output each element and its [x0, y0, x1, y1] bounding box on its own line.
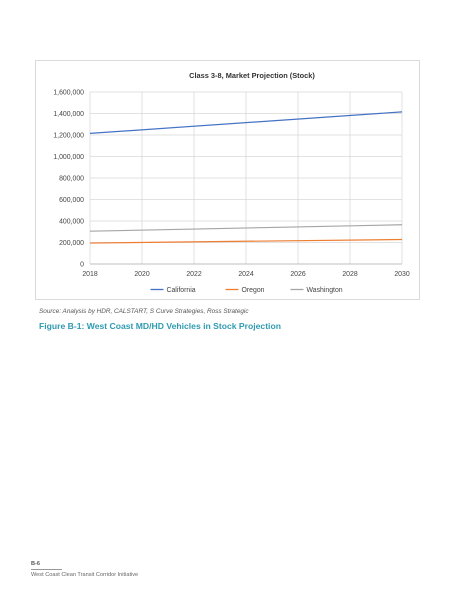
footer-divider [31, 569, 62, 570]
series-line-oregon [89, 238, 403, 244]
x-tick-label: 2020 [134, 271, 149, 278]
x-tick-label: 2026 [290, 271, 305, 278]
y-tick-label: 1,200,000 [53, 133, 84, 140]
chart-container: Class 3-8, Market Projection (Stock) 0 200… [35, 60, 420, 300]
x-tick-label: 2018 [82, 271, 97, 278]
legend-label-washington: Washington [307, 287, 343, 294]
figure-caption: Figure B-1: West Coast MD/HD Vehicles in… [39, 321, 281, 331]
y-tick-label: 800,000 [59, 176, 84, 183]
y-tick-label: 1,600,000 [53, 90, 84, 97]
x-tick-label: 2028 [342, 271, 357, 278]
line-chart: Class 3-8, Market Projection (Stock) 0 200… [53, 71, 409, 294]
chart-title: Class 3-8, Market Projection (Stock) [189, 71, 315, 80]
y-tick-label: 600,000 [59, 197, 84, 204]
series-line-washington [89, 224, 403, 232]
y-tick-label: 1,000,000 [53, 154, 84, 161]
series-line-california [89, 111, 403, 134]
footer-page-number: B-6 [31, 561, 41, 567]
x-tick-label: 2022 [186, 271, 201, 278]
y-tick-label: 1,400,000 [53, 111, 84, 118]
y-tick-label: 400,000 [59, 219, 84, 226]
y-tick-label: 0 [80, 262, 84, 269]
legend-label-california: California [167, 287, 196, 294]
y-tick-label: 200,000 [59, 240, 84, 247]
x-tick-label: 2024 [238, 271, 253, 278]
legend-label-oregon: Oregon [242, 287, 265, 294]
x-tick-label: 2030 [394, 271, 409, 278]
footer-document-title: West Coast Clean Transit Corridor Initia… [31, 572, 139, 578]
source-note: Source: Analysis by HDR, CALSTART, S Cur… [39, 308, 249, 315]
